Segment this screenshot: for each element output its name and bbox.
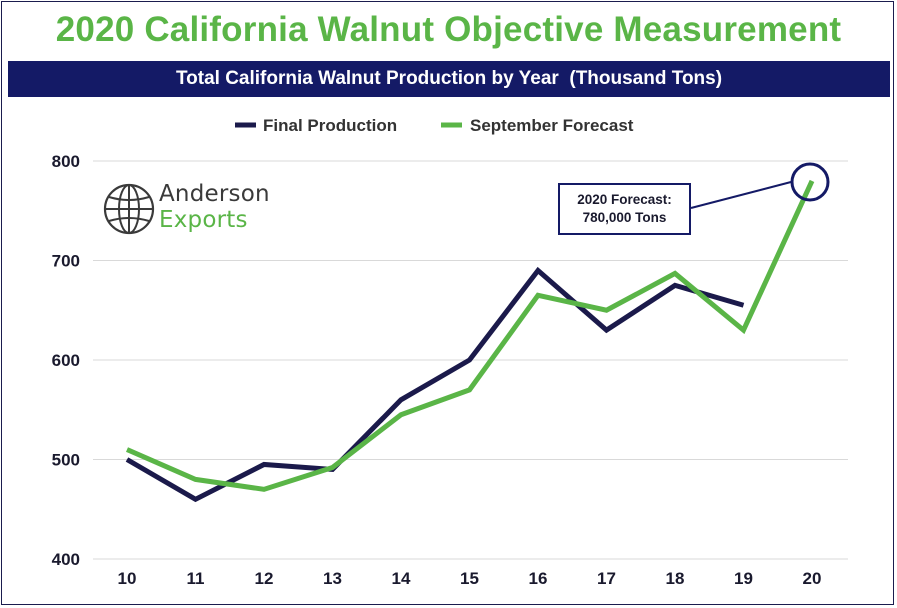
logo-text-anderson: Anderson	[159, 181, 270, 207]
series-line-final-production	[125, 266, 745, 503]
forecast-callout: 2020 Forecast: 780,000 Tons	[558, 183, 691, 235]
callout-line-2: 780,000 Tons	[582, 210, 667, 225]
x-tick-label-20: 20	[803, 569, 822, 588]
callout-connector	[690, 181, 792, 209]
x-axis-ticks: 10 11 12 13 14 15 16 17 18 19 20	[118, 569, 822, 588]
y-tick-label-700: 700	[52, 252, 80, 271]
series-lines	[125, 179, 815, 503]
chart-subtitle: Total California Walnut Production by Ye…	[175, 68, 723, 89]
page-title: 2020 California Walnut Objective Measure…	[55, 10, 842, 49]
logo-text-exports: Exports	[159, 207, 248, 233]
y-tick-label-400: 400	[52, 550, 80, 569]
x-tick-label-18: 18	[666, 569, 685, 588]
callout-line-1: 2020 Forecast:	[577, 192, 672, 207]
y-tick-label-600: 600	[52, 351, 80, 370]
x-tick-label-10: 10	[118, 569, 137, 588]
x-tick-label-16: 16	[529, 569, 548, 588]
x-tick-label-13: 13	[323, 569, 342, 588]
anderson-exports-logo: Anderson Exports	[103, 181, 303, 239]
y-tick-label-800: 800	[52, 152, 80, 171]
legend-label-final: Final Production	[263, 116, 397, 135]
x-tick-label-14: 14	[392, 569, 411, 588]
y-tick-label-500: 500	[52, 451, 80, 470]
x-tick-label-11: 11	[187, 569, 205, 588]
subtitle-banner: Total California Walnut Production by Ye…	[8, 61, 890, 97]
legend-label-forecast: September Forecast	[470, 116, 634, 135]
x-tick-label-19: 19	[734, 569, 753, 588]
x-tick-label-15: 15	[460, 569, 479, 588]
x-tick-label-12: 12	[255, 569, 274, 588]
x-tick-label-17: 17	[597, 569, 616, 588]
y-axis-ticks: 400 500 600 700 800	[52, 152, 80, 569]
globe-icon	[103, 183, 155, 235]
legend: Final Production September Forecast	[235, 116, 634, 135]
forecast-highlight-circle	[790, 162, 830, 202]
